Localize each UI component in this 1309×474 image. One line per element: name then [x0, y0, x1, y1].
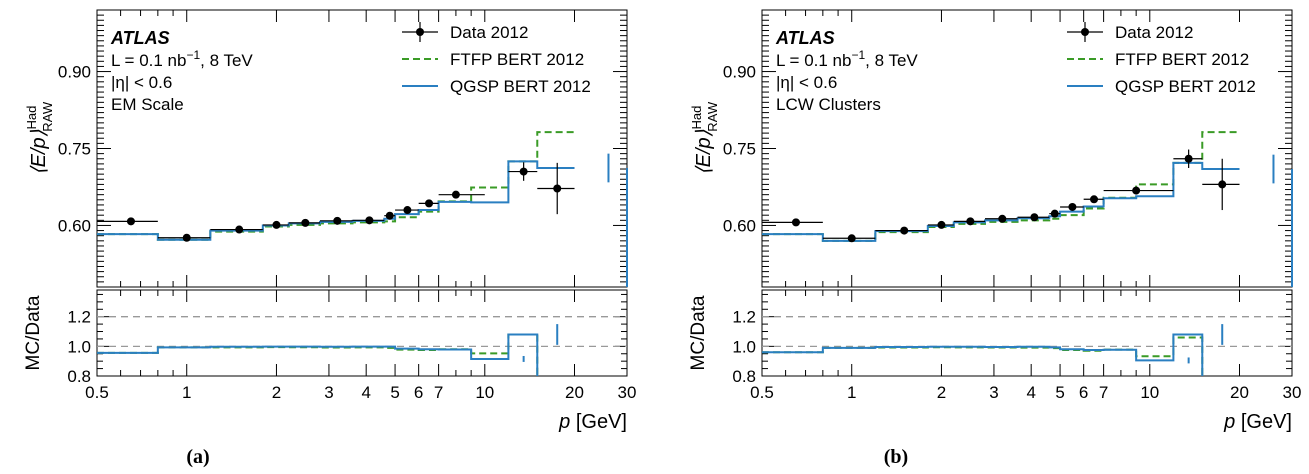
- x-tick-label: 30: [618, 383, 637, 402]
- caption-a: (a): [186, 446, 210, 468]
- x-tick-label: 3: [324, 383, 333, 402]
- x-tick-label: 5: [1055, 383, 1064, 402]
- x-tick-label: 5: [390, 383, 399, 402]
- x-tick-label: 1: [182, 383, 191, 402]
- eta-label: |η| < 0.6: [111, 73, 172, 92]
- data-point: [1218, 180, 1227, 189]
- y-tick-label: 0.75: [58, 140, 91, 159]
- ratio-y-tick-label: 0.8: [67, 367, 91, 386]
- legend-data-marker: [416, 28, 424, 36]
- data-point: [966, 217, 975, 226]
- x-tick-label: 30: [1283, 383, 1302, 402]
- x-tick-label: 3: [989, 383, 998, 402]
- data-point: [451, 190, 460, 199]
- ratio-axis-label: MC/Data: [23, 295, 44, 370]
- mc-ratio-line: [762, 333, 1204, 376]
- data-point: [272, 220, 281, 229]
- data-point: [301, 218, 310, 227]
- data-point: [235, 225, 244, 234]
- x-axis-label: p [GeV]: [558, 411, 627, 433]
- chart-panel-0: 0.5 1 2 3 4 5 6 7 10 20 30 0.60 0.75 0.90 0.8 1.0 1.2 ⟨E/…: [23, 9, 637, 433]
- y-tick-label: 0.75: [723, 140, 756, 159]
- data-point: [1030, 213, 1039, 222]
- caption-b: (b): [883, 446, 909, 468]
- data-point: [425, 199, 434, 208]
- atlas-label: ATLAS: [775, 28, 835, 48]
- chart-panel-1: 0.5 1 2 3 4 5 6 7 10 20 30 0.60 0.75 0.90 0.8 1.0 1.2 ⟨E/…: [688, 9, 1302, 433]
- legend-label-ftfp: FTFP BERT 2012: [450, 50, 584, 69]
- x-tick-label: 7: [434, 383, 443, 402]
- x-tick-label: 10: [1140, 383, 1159, 402]
- legend-label-ftfp: FTFP BERT 2012: [1115, 50, 1249, 69]
- data-point: [1132, 186, 1141, 195]
- x-tick-label: 20: [565, 383, 584, 402]
- ratio-y-tick-label: 1.0: [67, 337, 91, 356]
- data-point: [1050, 209, 1059, 218]
- ratio-y-tick-label: 1.0: [732, 337, 756, 356]
- data-point: [1068, 202, 1077, 211]
- legend-label-data: Data 2012: [1115, 23, 1193, 42]
- lumi-label: L = 0.1 nb−1, 8 TeV: [111, 48, 253, 70]
- data-point: [937, 220, 946, 229]
- ratio-plot-frame: [96, 289, 628, 377]
- y-tick-label: 0.60: [58, 216, 91, 235]
- data-point: [333, 216, 342, 225]
- data-point: [791, 218, 800, 227]
- data-point: [182, 233, 191, 242]
- mc-series-line: [762, 131, 1240, 242]
- scale-label: EM Scale: [111, 95, 184, 114]
- data-point: [403, 206, 412, 215]
- ratio-y-tick-label: 1.2: [732, 308, 756, 327]
- x-tick-label: 1: [847, 383, 856, 402]
- x-tick-label: 6: [1079, 383, 1088, 402]
- mc-ratio-line: [97, 333, 539, 376]
- data-point: [998, 214, 1007, 223]
- y-tick-label: 0.90: [58, 63, 91, 82]
- ratio-y-tick-label: 1.2: [67, 308, 91, 327]
- x-tick-label: 7: [1099, 383, 1108, 402]
- legend-label-qgsp: QGSP BERT 2012: [450, 77, 591, 96]
- legend-label-data: Data 2012: [450, 23, 528, 42]
- y-tick-label: 0.60: [723, 216, 756, 235]
- x-tick-label: 2: [272, 383, 281, 402]
- x-tick-label: 0.5: [85, 383, 109, 402]
- data-point: [553, 184, 562, 193]
- data-point: [385, 211, 394, 220]
- y-axis-label: ⟨E/p⟩HadRAW: [689, 101, 720, 175]
- x-tick-label: 4: [1026, 383, 1035, 402]
- x-tick-label: 2: [937, 383, 946, 402]
- mc-series-line: [97, 160, 575, 241]
- x-tick-label: 0.5: [750, 383, 774, 402]
- data-point: [519, 167, 528, 176]
- mc-series-line: [762, 161, 1240, 242]
- x-tick-label: 6: [414, 383, 423, 402]
- data-point: [365, 216, 374, 225]
- x-tick-label: 10: [475, 383, 494, 402]
- legend-data-marker: [1081, 28, 1089, 36]
- data-point: [126, 217, 135, 226]
- x-tick-label: 20: [1230, 383, 1249, 402]
- y-tick-label: 0.90: [723, 63, 756, 82]
- data-point: [900, 226, 909, 235]
- atlas-label: ATLAS: [110, 28, 170, 48]
- data-point: [1184, 154, 1193, 163]
- lumi-label: L = 0.1 nb−1, 8 TeV: [776, 48, 918, 70]
- ratio-axis-label: MC/Data: [688, 295, 709, 370]
- ratio-y-tick-label: 0.8: [732, 367, 756, 386]
- legend-label-qgsp: QGSP BERT 2012: [1115, 77, 1256, 96]
- y-axis-label: ⟨E/p⟩HadRAW: [24, 101, 55, 175]
- x-axis-label: p [GeV]: [1223, 411, 1292, 433]
- eta-label: |η| < 0.6: [776, 73, 837, 92]
- x-tick-label: 4: [361, 383, 370, 402]
- ratio-plot-frame: [761, 289, 1293, 377]
- data-point: [847, 234, 856, 243]
- mc-series-line: [97, 131, 575, 241]
- scale-label: LCW Clusters: [776, 95, 881, 114]
- data-point: [1090, 195, 1099, 204]
